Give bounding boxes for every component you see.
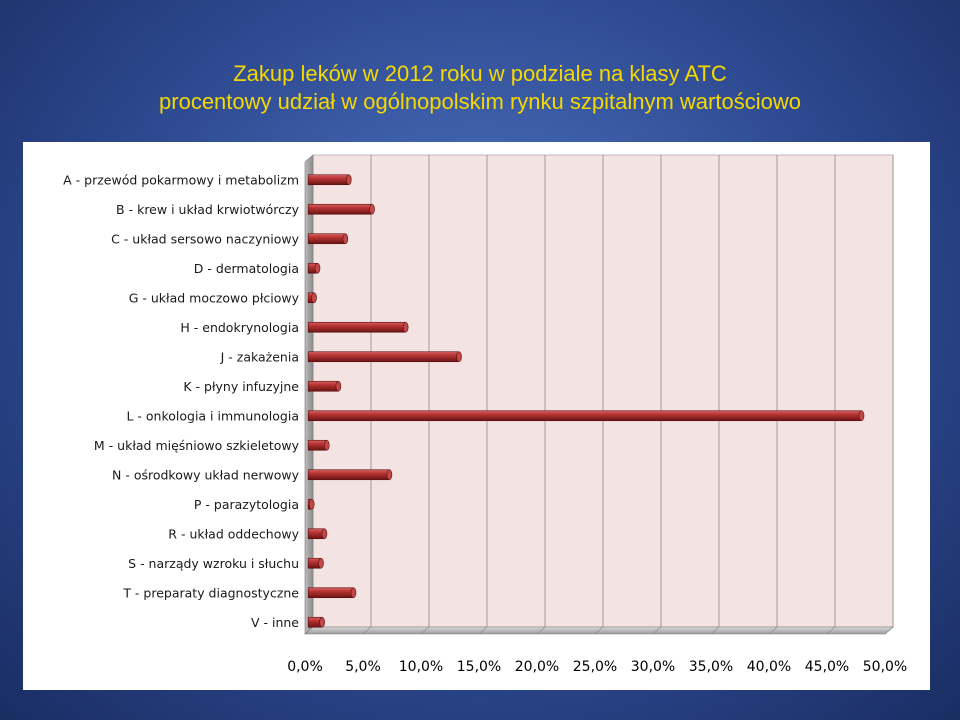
bar-cap bbox=[858, 410, 865, 422]
bar bbox=[307, 410, 865, 422]
x-tick-label: 5,0% bbox=[345, 659, 381, 675]
gridline-floor bbox=[536, 626, 546, 635]
gridline-floor bbox=[768, 626, 778, 635]
bar-body bbox=[307, 321, 406, 333]
gridline-floor bbox=[652, 626, 662, 635]
bar-body bbox=[307, 351, 460, 363]
bar-cap bbox=[369, 203, 375, 215]
x-tick-label: 15,0% bbox=[457, 659, 501, 675]
bar bbox=[307, 321, 409, 333]
gridline-floor bbox=[884, 626, 894, 635]
bar bbox=[307, 351, 462, 363]
category-label: T - preparaty diagnostyczne bbox=[122, 585, 299, 600]
bar-cap bbox=[321, 528, 328, 540]
bar-cap bbox=[311, 292, 317, 304]
bar-cap bbox=[342, 233, 349, 245]
bar-cap bbox=[335, 380, 342, 392]
chart-panel: 0,0% 5,0% 10,0% 15,0% 20,0% 25,0% 30,0% 35,0% 40… bbox=[23, 142, 930, 690]
bar bbox=[307, 557, 324, 569]
bar bbox=[307, 174, 352, 186]
bar-cap bbox=[402, 321, 409, 333]
bar-cap bbox=[319, 616, 325, 628]
gridline-floor bbox=[710, 626, 720, 635]
bar bbox=[307, 233, 349, 245]
x-tick-label: 50,0% bbox=[863, 659, 907, 675]
bar bbox=[307, 587, 357, 599]
category-label: C - układ sersowo naczyniowy bbox=[111, 231, 299, 246]
bar-body bbox=[307, 233, 346, 245]
bar bbox=[307, 203, 375, 215]
bar bbox=[307, 262, 321, 274]
gridline-floor bbox=[304, 626, 314, 635]
category-label: J - zakażenia bbox=[220, 349, 299, 364]
title-line-2: procentowy udział w ogólnopolskim rynku … bbox=[159, 89, 801, 114]
category-label: B - krew i układ krwiotwórczy bbox=[116, 202, 300, 217]
gridline-floor bbox=[826, 626, 836, 635]
bar bbox=[307, 292, 317, 304]
category-label: R - układ oddechowy bbox=[168, 526, 299, 541]
gridline-floor bbox=[420, 626, 430, 635]
bar-chart: 0,0% 5,0% 10,0% 15,0% 20,0% 25,0% 30,0% 35,0% 40… bbox=[63, 154, 907, 675]
bar-cap bbox=[350, 587, 357, 599]
gridline-floor bbox=[478, 626, 488, 635]
bar-cap bbox=[318, 557, 324, 569]
bar-body bbox=[307, 587, 354, 599]
title-line-1: Zakup leków w 2012 roku w podziale na kl… bbox=[233, 61, 727, 86]
category-label: D - dermatologia bbox=[194, 261, 299, 276]
category-label: M - układ mięśniowo szkieletowy bbox=[94, 438, 300, 453]
x-tick-label: 40,0% bbox=[747, 659, 791, 675]
bar-cap bbox=[345, 174, 352, 186]
bar bbox=[307, 528, 328, 540]
bar bbox=[307, 498, 315, 510]
x-tick-label: 0,0% bbox=[287, 659, 323, 675]
bar-cap bbox=[386, 469, 393, 481]
category-label: A - przewód pokarmowy i metabolizm bbox=[63, 172, 299, 187]
x-tick-label: 25,0% bbox=[573, 659, 617, 675]
bar-body bbox=[307, 203, 373, 215]
bar-cap bbox=[308, 498, 315, 510]
category-label: V - inne bbox=[251, 615, 299, 630]
bar-cap bbox=[314, 262, 321, 274]
bar-cap bbox=[456, 351, 462, 363]
category-label: P - parazytologia bbox=[194, 497, 299, 512]
gridline-floor bbox=[594, 626, 604, 635]
bar bbox=[307, 616, 325, 628]
category-label: H - endokrynologia bbox=[180, 320, 299, 335]
category-label: S - narządy wzroku i słuchu bbox=[128, 556, 299, 571]
bar-body bbox=[307, 380, 339, 392]
x-tick-label: 35,0% bbox=[689, 659, 733, 675]
x-tick-label: 20,0% bbox=[515, 659, 559, 675]
x-tick-label: 10,0% bbox=[399, 659, 443, 675]
category-label: N - ośrodkowy układ nerwowy bbox=[112, 467, 300, 482]
category-label: G - układ moczowo płciowy bbox=[129, 290, 300, 305]
bar bbox=[307, 380, 342, 392]
slide-title: Zakup leków w 2012 roku w podziale na kl… bbox=[0, 60, 960, 116]
x-tick-label: 45,0% bbox=[805, 659, 849, 675]
category-label: L - onkologia i immunologia bbox=[126, 408, 299, 423]
bar-cap bbox=[323, 439, 330, 451]
category-label: K - płyny infuzyjne bbox=[183, 379, 299, 394]
bar bbox=[307, 469, 393, 481]
bar-body bbox=[307, 410, 862, 422]
bar-body bbox=[307, 174, 350, 186]
x-tick-label: 30,0% bbox=[631, 659, 675, 675]
bar bbox=[307, 439, 330, 451]
gridline-floor bbox=[362, 626, 372, 635]
bar-body bbox=[307, 469, 390, 481]
